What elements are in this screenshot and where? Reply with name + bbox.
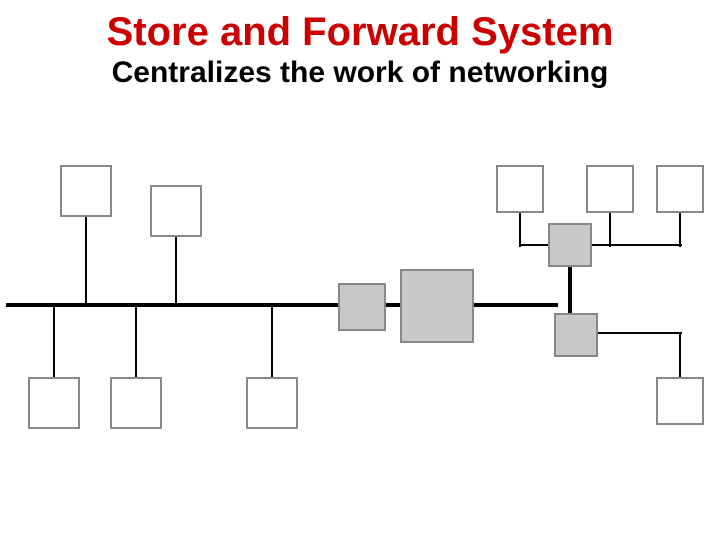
network-node [496,165,544,213]
page-title: Store and Forward System [0,10,720,54]
network-diagram [0,165,720,445]
network-node [656,377,704,425]
network-edge [592,244,682,246]
network-edge [679,213,681,247]
network-node [246,377,298,429]
network-edge [135,305,137,377]
network-node [586,165,634,213]
network-node [656,165,704,213]
network-edge [520,244,550,246]
network-edge [6,303,338,307]
network-node [548,223,592,267]
network-node [60,165,112,217]
network-edge [609,213,611,247]
network-edge [85,217,87,305]
page-subtitle: Centralizes the work of networking [0,56,720,89]
network-edge [175,237,177,305]
network-node [28,377,80,429]
network-node [554,313,598,357]
network-edge [519,213,521,247]
network-edge [271,305,273,377]
network-edge [679,333,681,379]
network-node [338,283,386,331]
network-edge [53,305,55,377]
network-edge [474,303,558,307]
network-edge [568,265,572,315]
network-node [110,377,162,429]
network-node [400,269,474,343]
network-edge [598,332,682,334]
network-node [150,185,202,237]
